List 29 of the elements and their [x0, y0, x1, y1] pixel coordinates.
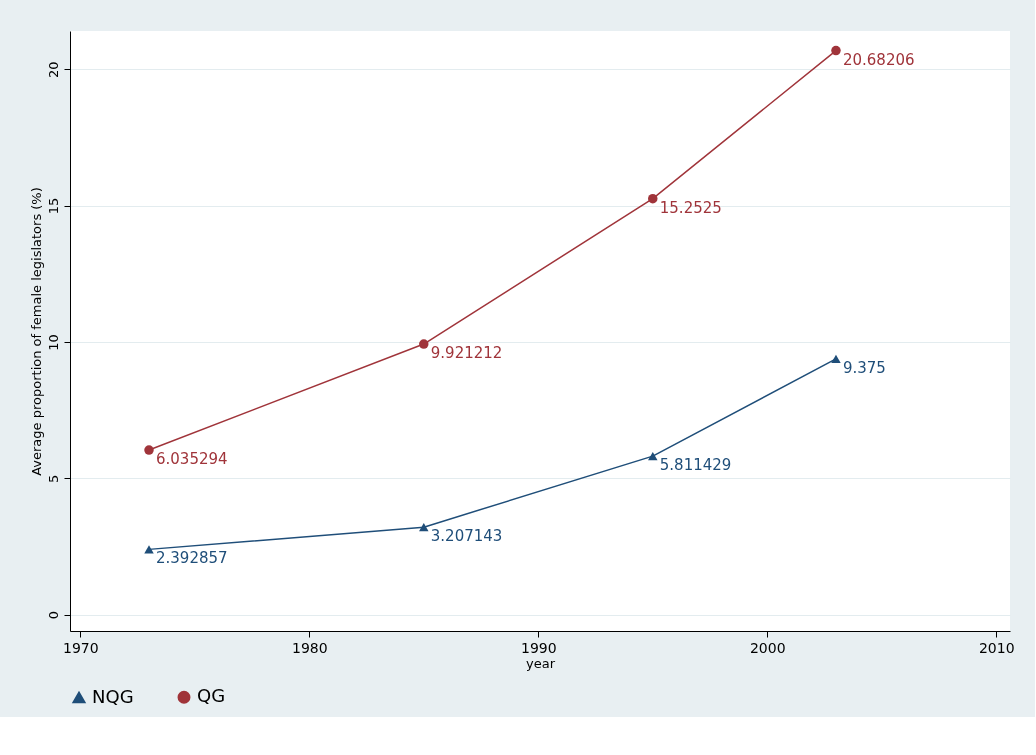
y-tick-label: 0 — [45, 611, 61, 620]
x-axis-title: year — [525, 655, 556, 671]
x-tick-label: 1980 — [291, 639, 328, 656]
data-label: 20.68206 — [842, 50, 915, 69]
point — [648, 193, 658, 204]
x-tick-label: 2000 — [749, 639, 786, 656]
data-label: 9.921212 — [430, 344, 503, 363]
point — [831, 45, 841, 56]
x-tick-label: 1990 — [520, 639, 557, 656]
point — [419, 523, 429, 532]
point — [419, 339, 429, 349]
data-label: 2.392857 — [156, 549, 228, 568]
point — [831, 354, 841, 364]
data-label: 3.207143 — [430, 527, 503, 546]
data-label: 9.375 — [842, 358, 886, 377]
data-label: 6.035294 — [156, 450, 228, 469]
data-label: 15.2525 — [659, 198, 722, 217]
data-label: 5.811429 — [659, 456, 732, 475]
y-axis-title: Average proportion of female legislators (%) — [28, 187, 44, 476]
point — [648, 452, 658, 461]
point — [144, 445, 154, 455]
x-tick-label: 2010 — [978, 639, 1015, 656]
y-tick-label: 10 — [45, 334, 61, 351]
legend-label: QG — [197, 685, 226, 707]
x-tick-label: 1970 — [62, 639, 99, 656]
legend-label: NQG — [92, 685, 134, 707]
y-tick-label: 20 — [45, 61, 61, 78]
y-tick-label: 15 — [45, 197, 61, 215]
y-tick-label: 5 — [45, 474, 61, 483]
